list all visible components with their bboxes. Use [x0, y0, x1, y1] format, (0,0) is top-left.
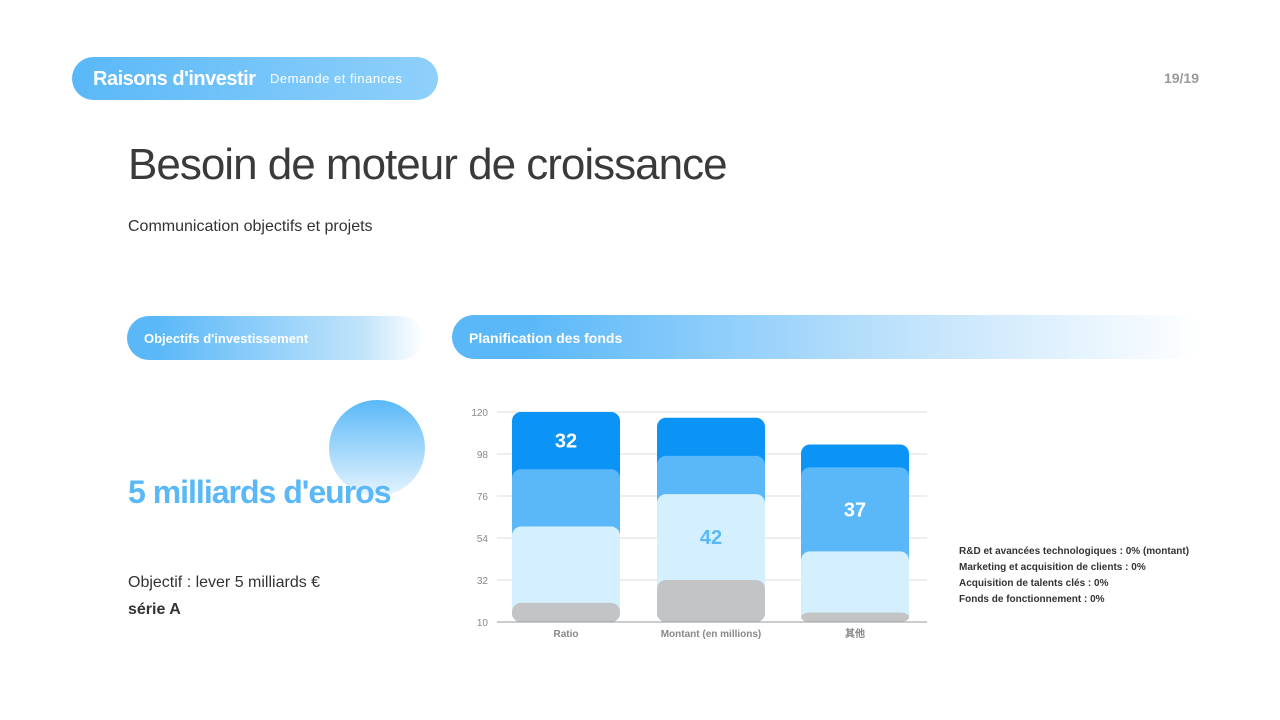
- page-title: Besoin de moteur de croissance: [128, 140, 728, 189]
- legend-item: Marketing et acquisition de clients : 0%: [959, 562, 1146, 573]
- legend-item: R&D et avancées technologiques : 0% (mon…: [959, 546, 1190, 557]
- objectives-header: Objectifs d'investissement: [127, 316, 423, 360]
- legend-item: Fonds de fonctionnement : 0%: [959, 594, 1105, 605]
- legend-item: Acquisition de talents clés : 0%: [959, 578, 1109, 589]
- page-subtitle: Communication objectifs et projets: [128, 218, 373, 235]
- x-tick-label: 其他: [845, 627, 865, 640]
- series-text: série A: [128, 601, 181, 618]
- bar-segment: [801, 551, 909, 622]
- section-pill: Raisons d'investir Demande et finances: [72, 57, 438, 100]
- data-label: 32: [555, 431, 577, 453]
- chart-legend: R&D et avancées technologiques : 0% (mon…: [959, 544, 1189, 608]
- objective-text: Objectif : lever 5 milliards €: [128, 574, 321, 591]
- y-tick-label: 120: [471, 408, 488, 419]
- funds-header: Planification des fonds: [452, 315, 1200, 359]
- data-label: 37: [844, 499, 866, 521]
- bar-segment: [512, 602, 620, 622]
- x-tick-label: Ratio: [554, 629, 579, 640]
- decorative-circle: [329, 400, 425, 496]
- y-tick-label: 10: [477, 618, 489, 629]
- y-tick-label: 98: [477, 450, 489, 461]
- amount-text: 5 milliards d'euros: [128, 474, 391, 510]
- bar-segment: [657, 580, 765, 622]
- bar-segment: [512, 526, 620, 622]
- page-number: 19/19: [1163, 70, 1199, 86]
- subsection-title: Demande et finances: [270, 71, 403, 86]
- section-title: Raisons d'investir: [93, 68, 256, 90]
- y-tick-label: 76: [477, 492, 489, 503]
- y-tick-label: 54: [477, 534, 489, 545]
- bar-segment: [801, 612, 909, 622]
- y-tick-label: 32: [477, 576, 489, 587]
- x-tick-label: Montant (en millions): [661, 629, 762, 640]
- data-label: 42: [700, 527, 722, 549]
